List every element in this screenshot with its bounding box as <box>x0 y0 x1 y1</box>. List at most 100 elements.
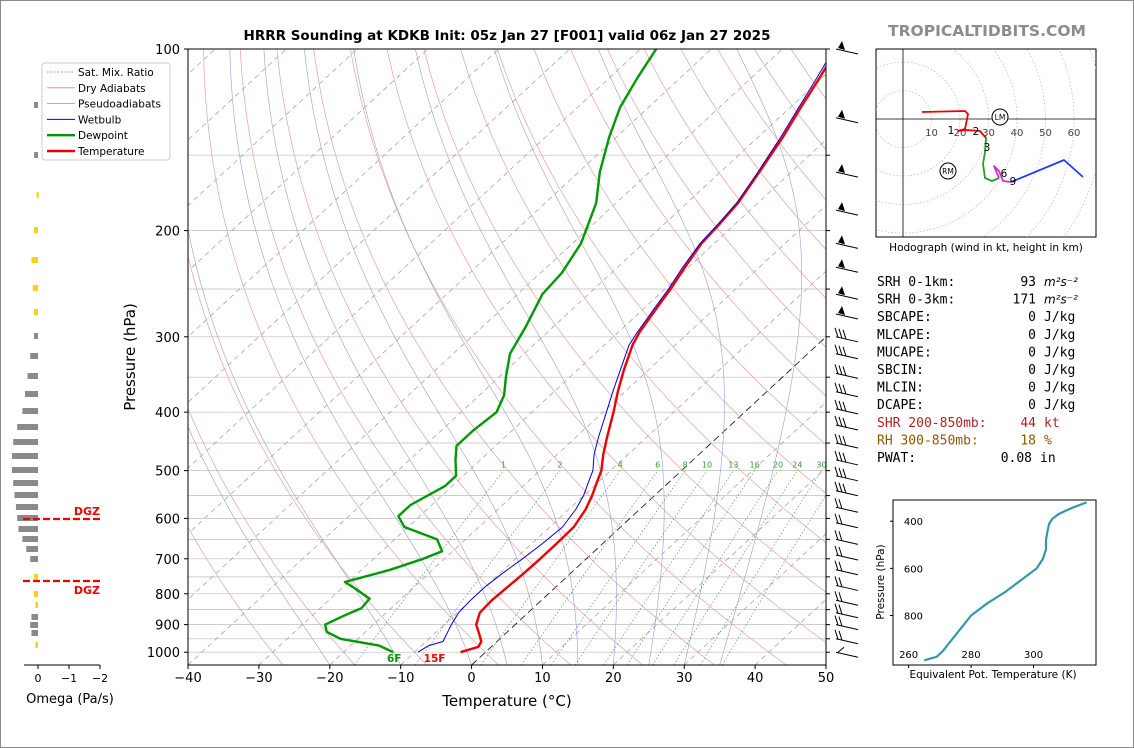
theta-e-profile <box>923 501 1087 662</box>
wind-barb-flag <box>837 646 845 653</box>
mixing-ratio-label: 30 <box>816 461 826 470</box>
isotherm-line <box>188 49 641 469</box>
wind-barb-staff <box>835 506 859 513</box>
index-label: DCAPE: <box>877 398 924 413</box>
isotherm-line <box>329 205 826 665</box>
isotherm-line <box>258 139 826 665</box>
pseudoadiabat-line <box>719 49 802 665</box>
wind-barb-flag <box>838 592 843 602</box>
wind-barb-flag <box>838 546 843 557</box>
wind-barb-flag <box>838 616 843 627</box>
hodograph-ring-label: 50 <box>1039 128 1052 139</box>
wind-barb-flag <box>842 366 847 377</box>
wind-barb-flag <box>838 328 843 339</box>
isotherm-line <box>188 49 783 600</box>
y-tick-label: 800 <box>155 588 180 603</box>
wind-barb-pennant <box>838 164 845 174</box>
wind-barb-flag <box>838 604 843 615</box>
index-value: 0 <box>1028 363 1036 378</box>
dry-adiabat-line <box>460 49 826 544</box>
dry-adiabat-line <box>313 49 715 665</box>
dry-adiabat-line <box>239 49 571 665</box>
wind-barb-flag <box>842 483 847 494</box>
wind-barb-flag <box>842 329 847 340</box>
wind-barb-flag <box>842 452 847 463</box>
pseudoadiabat-line <box>188 425 331 665</box>
pseudoadiabat-line <box>188 227 401 665</box>
omega-bar <box>35 602 38 608</box>
legend-label: Temperature <box>77 146 145 158</box>
omega-bar <box>34 152 38 158</box>
wind-barb-flag <box>834 364 839 375</box>
surface-temperature-label: 15F <box>424 653 446 665</box>
pseudoadiabat-line <box>263 49 508 665</box>
mixing-ratio-line <box>574 470 708 665</box>
theta-e-frame <box>892 499 1097 666</box>
wind-barb-staff <box>835 475 859 482</box>
theta-e-y-tick-label: 600 <box>904 564 923 575</box>
wind-barb-staff <box>835 424 859 431</box>
omega-bar <box>18 526 38 532</box>
chart-title: HRRR Sounding at KDKB Init: 05z Jan 27 [… <box>244 28 771 44</box>
legend-label: Wetbulb <box>78 114 122 126</box>
index-label: SRH 0-1km: <box>877 275 955 290</box>
theta-e-x-tick-label: 300 <box>1024 650 1043 661</box>
dry-adiabat-line <box>607 49 826 348</box>
omega-tick-label: 0 <box>35 672 42 685</box>
index-unit: J/kg <box>1044 310 1075 325</box>
omega-bar <box>34 227 38 233</box>
series-dewpoint-line <box>324 49 658 654</box>
wind-barb-staff <box>835 313 859 320</box>
wind-barb-flag <box>838 499 843 509</box>
wind-barb-flag <box>834 344 839 355</box>
omega-bar <box>11 453 38 459</box>
dry-adiabat-line <box>349 49 787 665</box>
wind-barb-pennant <box>838 202 845 212</box>
hodograph-marker-lm <box>991 108 1009 126</box>
dgz-label: DGZ <box>74 584 100 597</box>
wind-barb-staff <box>835 569 859 576</box>
wind-barb-flag <box>838 383 843 394</box>
dry-adiabat-line <box>188 254 428 665</box>
wind-barb-flag <box>834 591 839 601</box>
hodograph-trace <box>993 165 1012 183</box>
wind-barb-flag <box>834 450 839 461</box>
hodograph-height-label: 1 <box>948 125 955 137</box>
theta-e-y-tick-label: 800 <box>904 612 923 623</box>
y-tick-label: 400 <box>155 406 180 421</box>
wind-barb-staff <box>835 554 859 561</box>
wind-barb-flag <box>834 530 839 541</box>
index-value: 0 <box>1028 328 1036 343</box>
omega-bar <box>11 467 38 473</box>
x-tick-label: −30 <box>245 671 272 686</box>
theta-e-x-tick-label: 280 <box>962 650 981 661</box>
dry-adiabat-line <box>570 49 826 397</box>
index-label: SBCIN: <box>877 363 924 378</box>
dry-adiabat-line <box>496 49 826 494</box>
wind-barb-flag <box>834 629 839 640</box>
y-tick-label: 700 <box>155 553 180 568</box>
omega-bar <box>34 574 38 580</box>
pseudoadiabat-line <box>229 49 472 665</box>
wind-barb-flag <box>842 384 847 395</box>
omega-bar <box>34 591 38 597</box>
pseudoadiabat-line <box>494 49 665 665</box>
wind-barb-flag <box>834 615 839 626</box>
legend-label: Dry Adiabats <box>78 83 146 95</box>
wind-barb-flag <box>842 346 847 357</box>
wind-barb-staff <box>835 442 859 449</box>
mixing-ratio-line <box>521 470 658 665</box>
legend-label: Sat. Mix. Ratio <box>78 67 154 79</box>
x-tick-label: −10 <box>387 671 414 686</box>
mixing-ratio-line <box>673 470 798 665</box>
wind-barb-flag <box>834 560 839 571</box>
wind-barb-flag <box>834 513 839 524</box>
wind-barb-staff <box>835 391 859 398</box>
mixing-ratio-label: 8 <box>683 461 688 470</box>
hodograph-trace <box>921 110 987 139</box>
skewt-xlabel: Temperature (°C) <box>441 692 571 710</box>
wind-barb-flag <box>834 576 839 587</box>
wind-barb-flag <box>842 468 847 479</box>
hodograph-caption: Hodograph (wind in kt, height in km) <box>889 242 1083 254</box>
skewt-background-lines: 1 2 4 6 8 10 13 16 20 24 30 36 <box>188 49 826 665</box>
